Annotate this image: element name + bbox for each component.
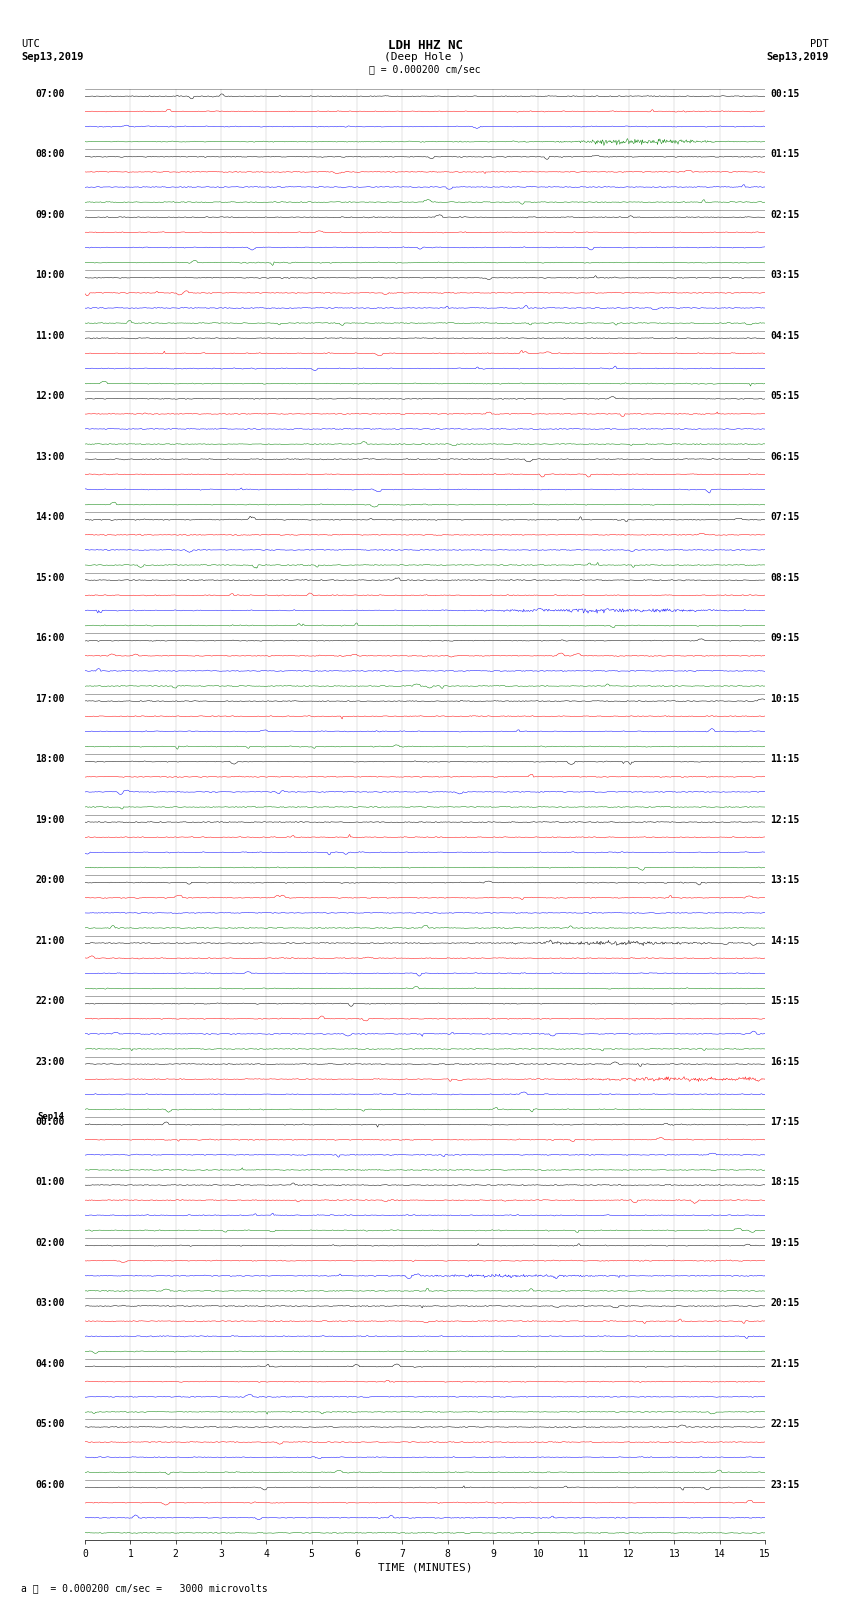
- Text: 05:15: 05:15: [770, 390, 800, 402]
- Text: 09:00: 09:00: [35, 210, 65, 219]
- Text: 16:00: 16:00: [35, 632, 65, 644]
- Text: 04:15: 04:15: [770, 331, 800, 340]
- Text: 11:00: 11:00: [35, 331, 65, 340]
- Text: 14:00: 14:00: [35, 513, 65, 523]
- Text: Sep13,2019: Sep13,2019: [766, 52, 829, 61]
- Text: 22:00: 22:00: [35, 997, 65, 1007]
- Text: 06:00: 06:00: [35, 1481, 65, 1490]
- Text: 02:15: 02:15: [770, 210, 800, 219]
- Text: PDT: PDT: [810, 39, 829, 48]
- Text: Sep14: Sep14: [37, 1113, 65, 1121]
- Text: 10:15: 10:15: [770, 694, 800, 703]
- Text: 07:00: 07:00: [35, 89, 65, 98]
- Text: 10:00: 10:00: [35, 271, 65, 281]
- Text: 15:15: 15:15: [770, 997, 800, 1007]
- Text: 22:15: 22:15: [770, 1419, 800, 1429]
- Text: 23:00: 23:00: [35, 1057, 65, 1066]
- Text: 14:15: 14:15: [770, 936, 800, 945]
- Text: LDH HHZ NC: LDH HHZ NC: [388, 39, 462, 52]
- Text: 21:15: 21:15: [770, 1358, 800, 1369]
- Text: ⏐ = 0.000200 cm/sec: ⏐ = 0.000200 cm/sec: [369, 65, 481, 74]
- Text: 11:15: 11:15: [770, 755, 800, 765]
- Text: 06:15: 06:15: [770, 452, 800, 461]
- Text: 17:15: 17:15: [770, 1118, 800, 1127]
- Text: 23:15: 23:15: [770, 1481, 800, 1490]
- Text: 19:15: 19:15: [770, 1239, 800, 1248]
- Text: 00:15: 00:15: [770, 89, 800, 98]
- Text: 19:00: 19:00: [35, 815, 65, 824]
- Text: 08:00: 08:00: [35, 150, 65, 160]
- Text: 17:00: 17:00: [35, 694, 65, 703]
- Text: 02:00: 02:00: [35, 1239, 65, 1248]
- Text: UTC: UTC: [21, 39, 40, 48]
- Text: 13:15: 13:15: [770, 874, 800, 886]
- Text: 13:00: 13:00: [35, 452, 65, 461]
- Text: Sep13,2019: Sep13,2019: [21, 52, 84, 61]
- Text: 21:00: 21:00: [35, 936, 65, 945]
- X-axis label: TIME (MINUTES): TIME (MINUTES): [377, 1563, 473, 1573]
- Text: 12:15: 12:15: [770, 815, 800, 824]
- Text: 16:15: 16:15: [770, 1057, 800, 1066]
- Text: 03:15: 03:15: [770, 271, 800, 281]
- Text: 20:00: 20:00: [35, 874, 65, 886]
- Text: 05:00: 05:00: [35, 1419, 65, 1429]
- Text: 12:00: 12:00: [35, 390, 65, 402]
- Text: 01:15: 01:15: [770, 150, 800, 160]
- Text: (Deep Hole ): (Deep Hole ): [384, 52, 466, 61]
- Text: 03:00: 03:00: [35, 1298, 65, 1308]
- Text: 08:15: 08:15: [770, 573, 800, 582]
- Text: 18:15: 18:15: [770, 1177, 800, 1187]
- Text: 04:00: 04:00: [35, 1358, 65, 1369]
- Text: 09:15: 09:15: [770, 632, 800, 644]
- Text: 20:15: 20:15: [770, 1298, 800, 1308]
- Text: a ⏐  = 0.000200 cm/sec =   3000 microvolts: a ⏐ = 0.000200 cm/sec = 3000 microvolts: [21, 1584, 268, 1594]
- Text: 00:00: 00:00: [35, 1118, 65, 1127]
- Text: 01:00: 01:00: [35, 1177, 65, 1187]
- Text: 15:00: 15:00: [35, 573, 65, 582]
- Text: 07:15: 07:15: [770, 513, 800, 523]
- Text: 18:00: 18:00: [35, 755, 65, 765]
